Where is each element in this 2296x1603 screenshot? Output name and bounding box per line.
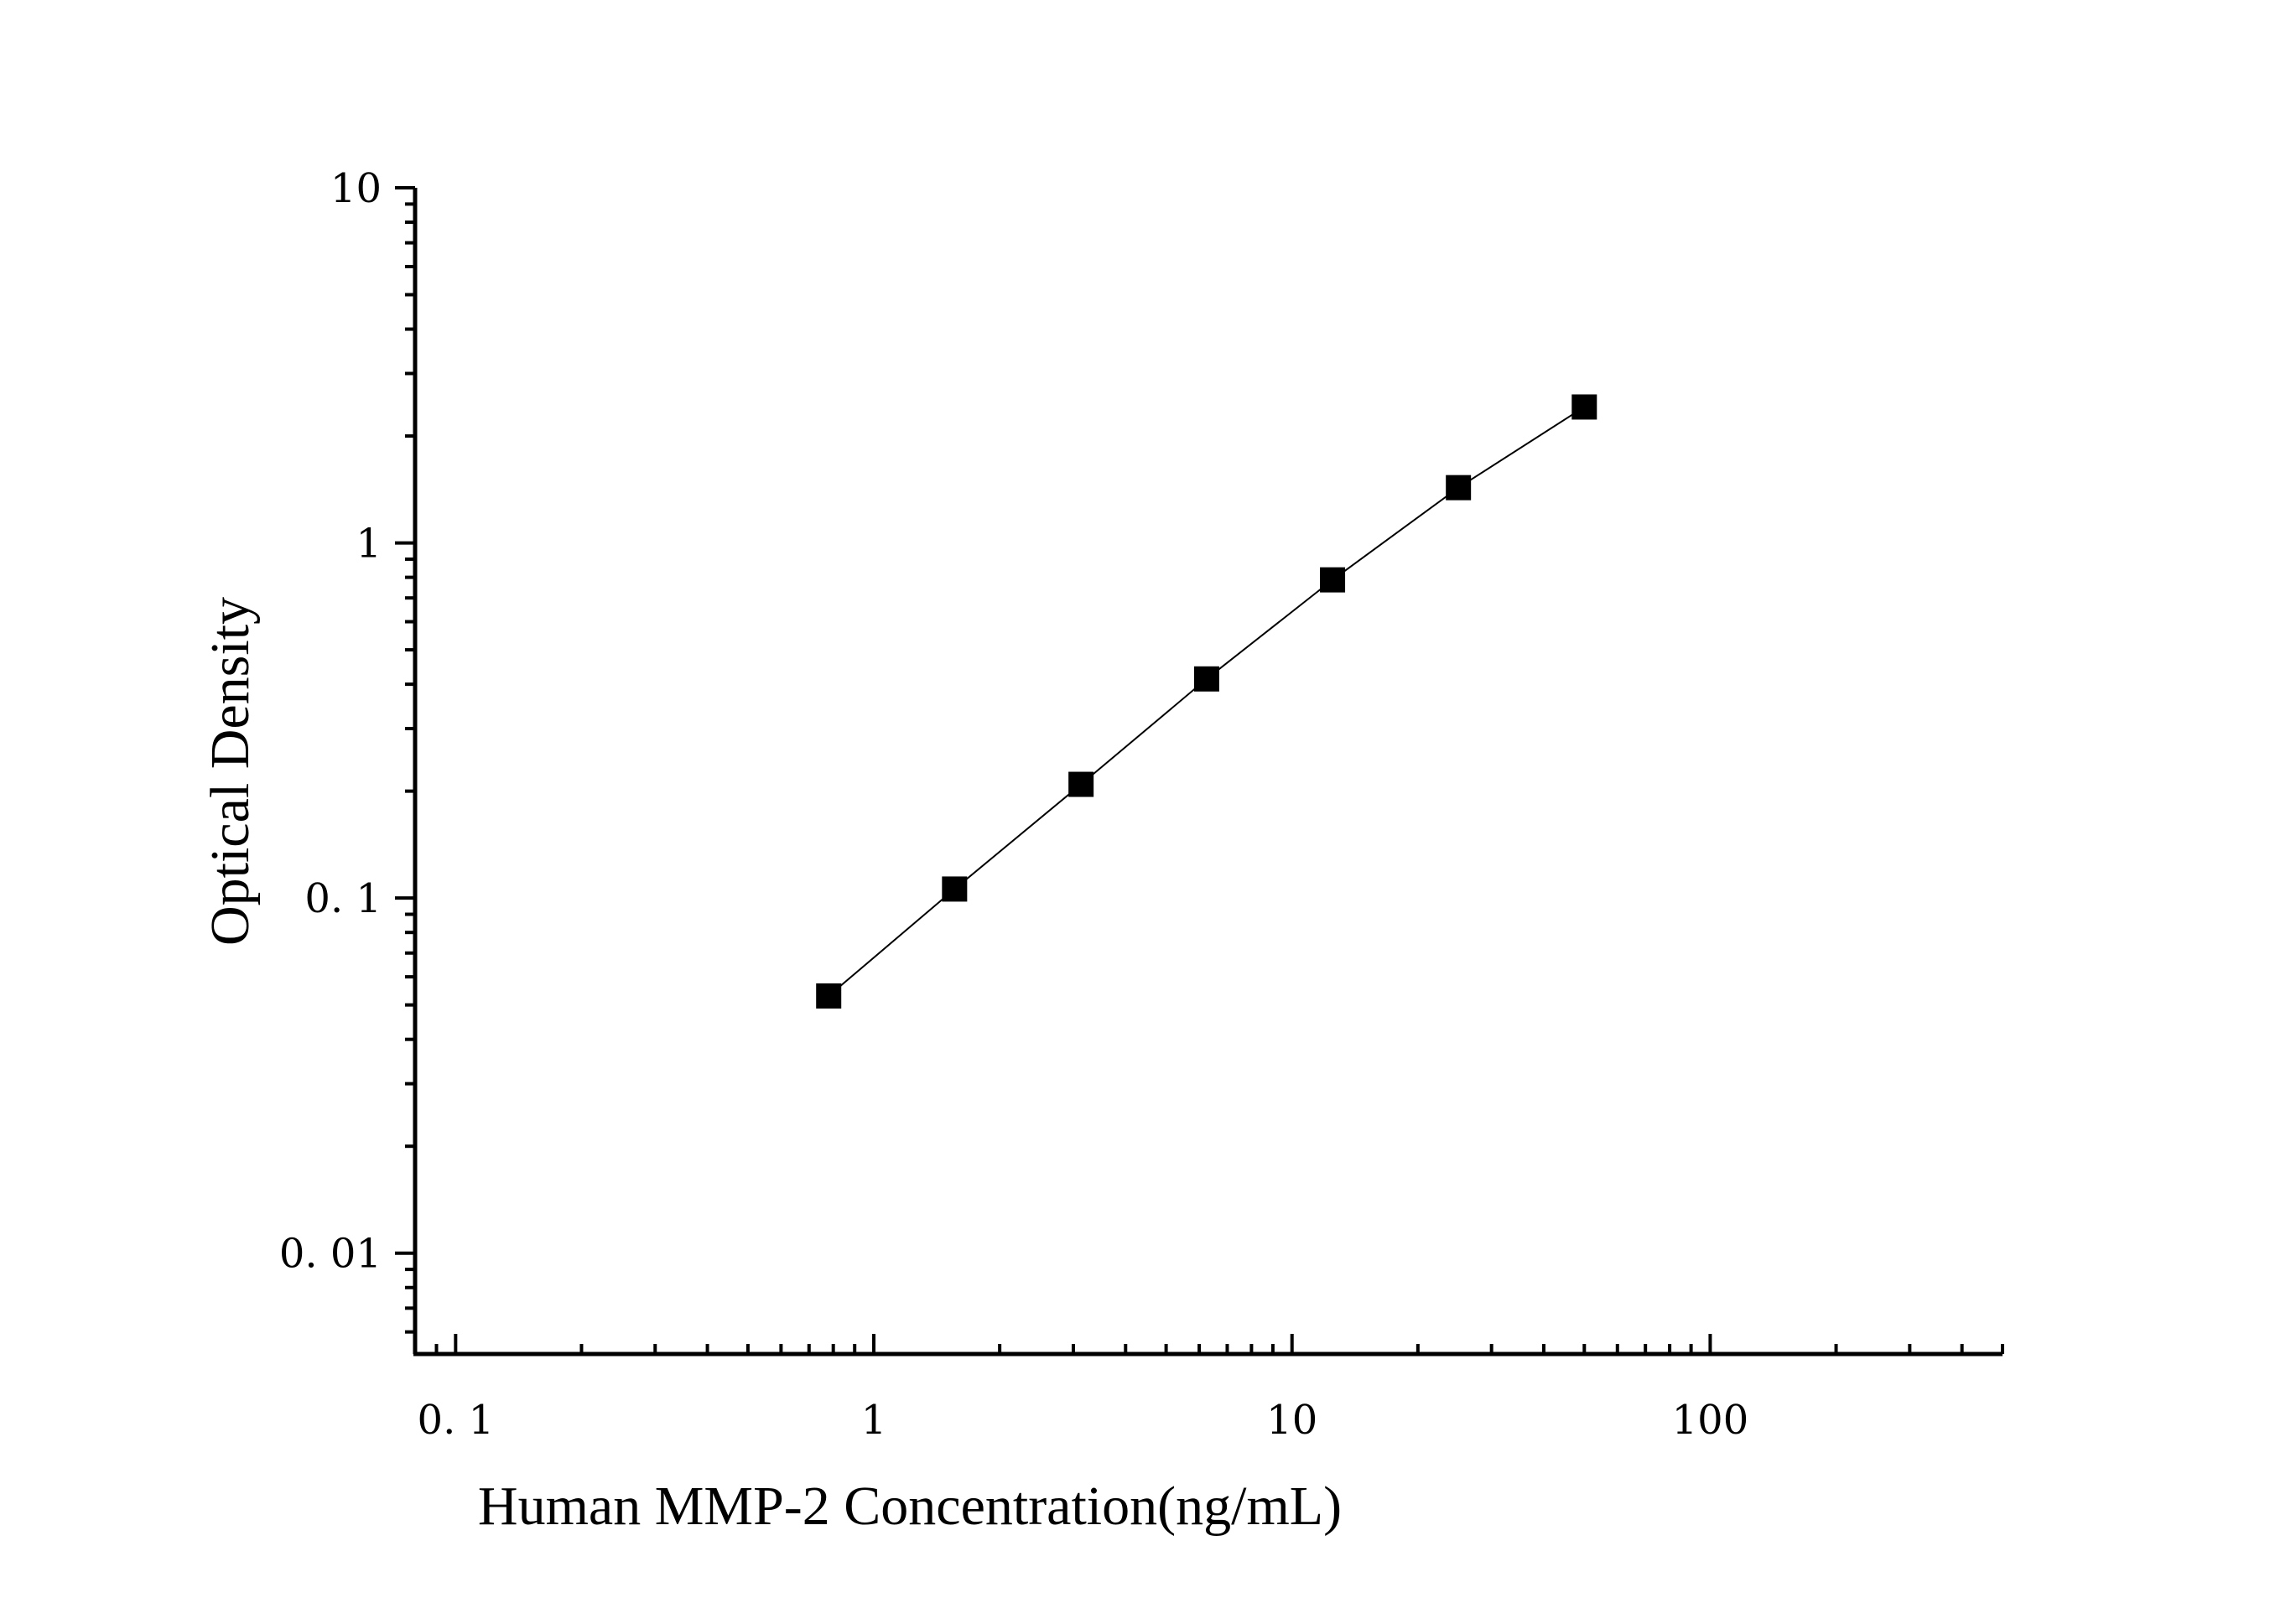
axes (395, 186, 2004, 1357)
y-tick-label: 10 (330, 165, 382, 212)
data-point-marker (1068, 771, 1094, 797)
data-point-marker (1446, 475, 1472, 501)
x-axis-title: Human MMP-2 Concentration(ng/mL) (478, 1476, 1342, 1537)
y-axis-title: Optical Density (200, 597, 261, 946)
x-tick-label: 0. 1 (418, 1397, 495, 1444)
series-layer (816, 394, 1597, 1009)
data-point-marker (1193, 666, 1219, 692)
y-tick-label: 0. 1 (304, 875, 382, 922)
labels: Human MMP-2 Concentration(ng/mL) Optical… (200, 165, 1748, 1537)
data-point-marker (816, 983, 842, 1009)
x-tick-label: 1 (861, 1397, 887, 1444)
y-tick-label: 0. 01 (279, 1231, 382, 1278)
x-tick-label: 10 (1266, 1397, 1317, 1444)
data-point-marker (1571, 394, 1597, 420)
data-point-marker (942, 876, 968, 902)
data-point-marker (1320, 567, 1346, 593)
y-tick-label: 1 (356, 521, 382, 568)
x-tick-label: 100 (1672, 1397, 1749, 1444)
